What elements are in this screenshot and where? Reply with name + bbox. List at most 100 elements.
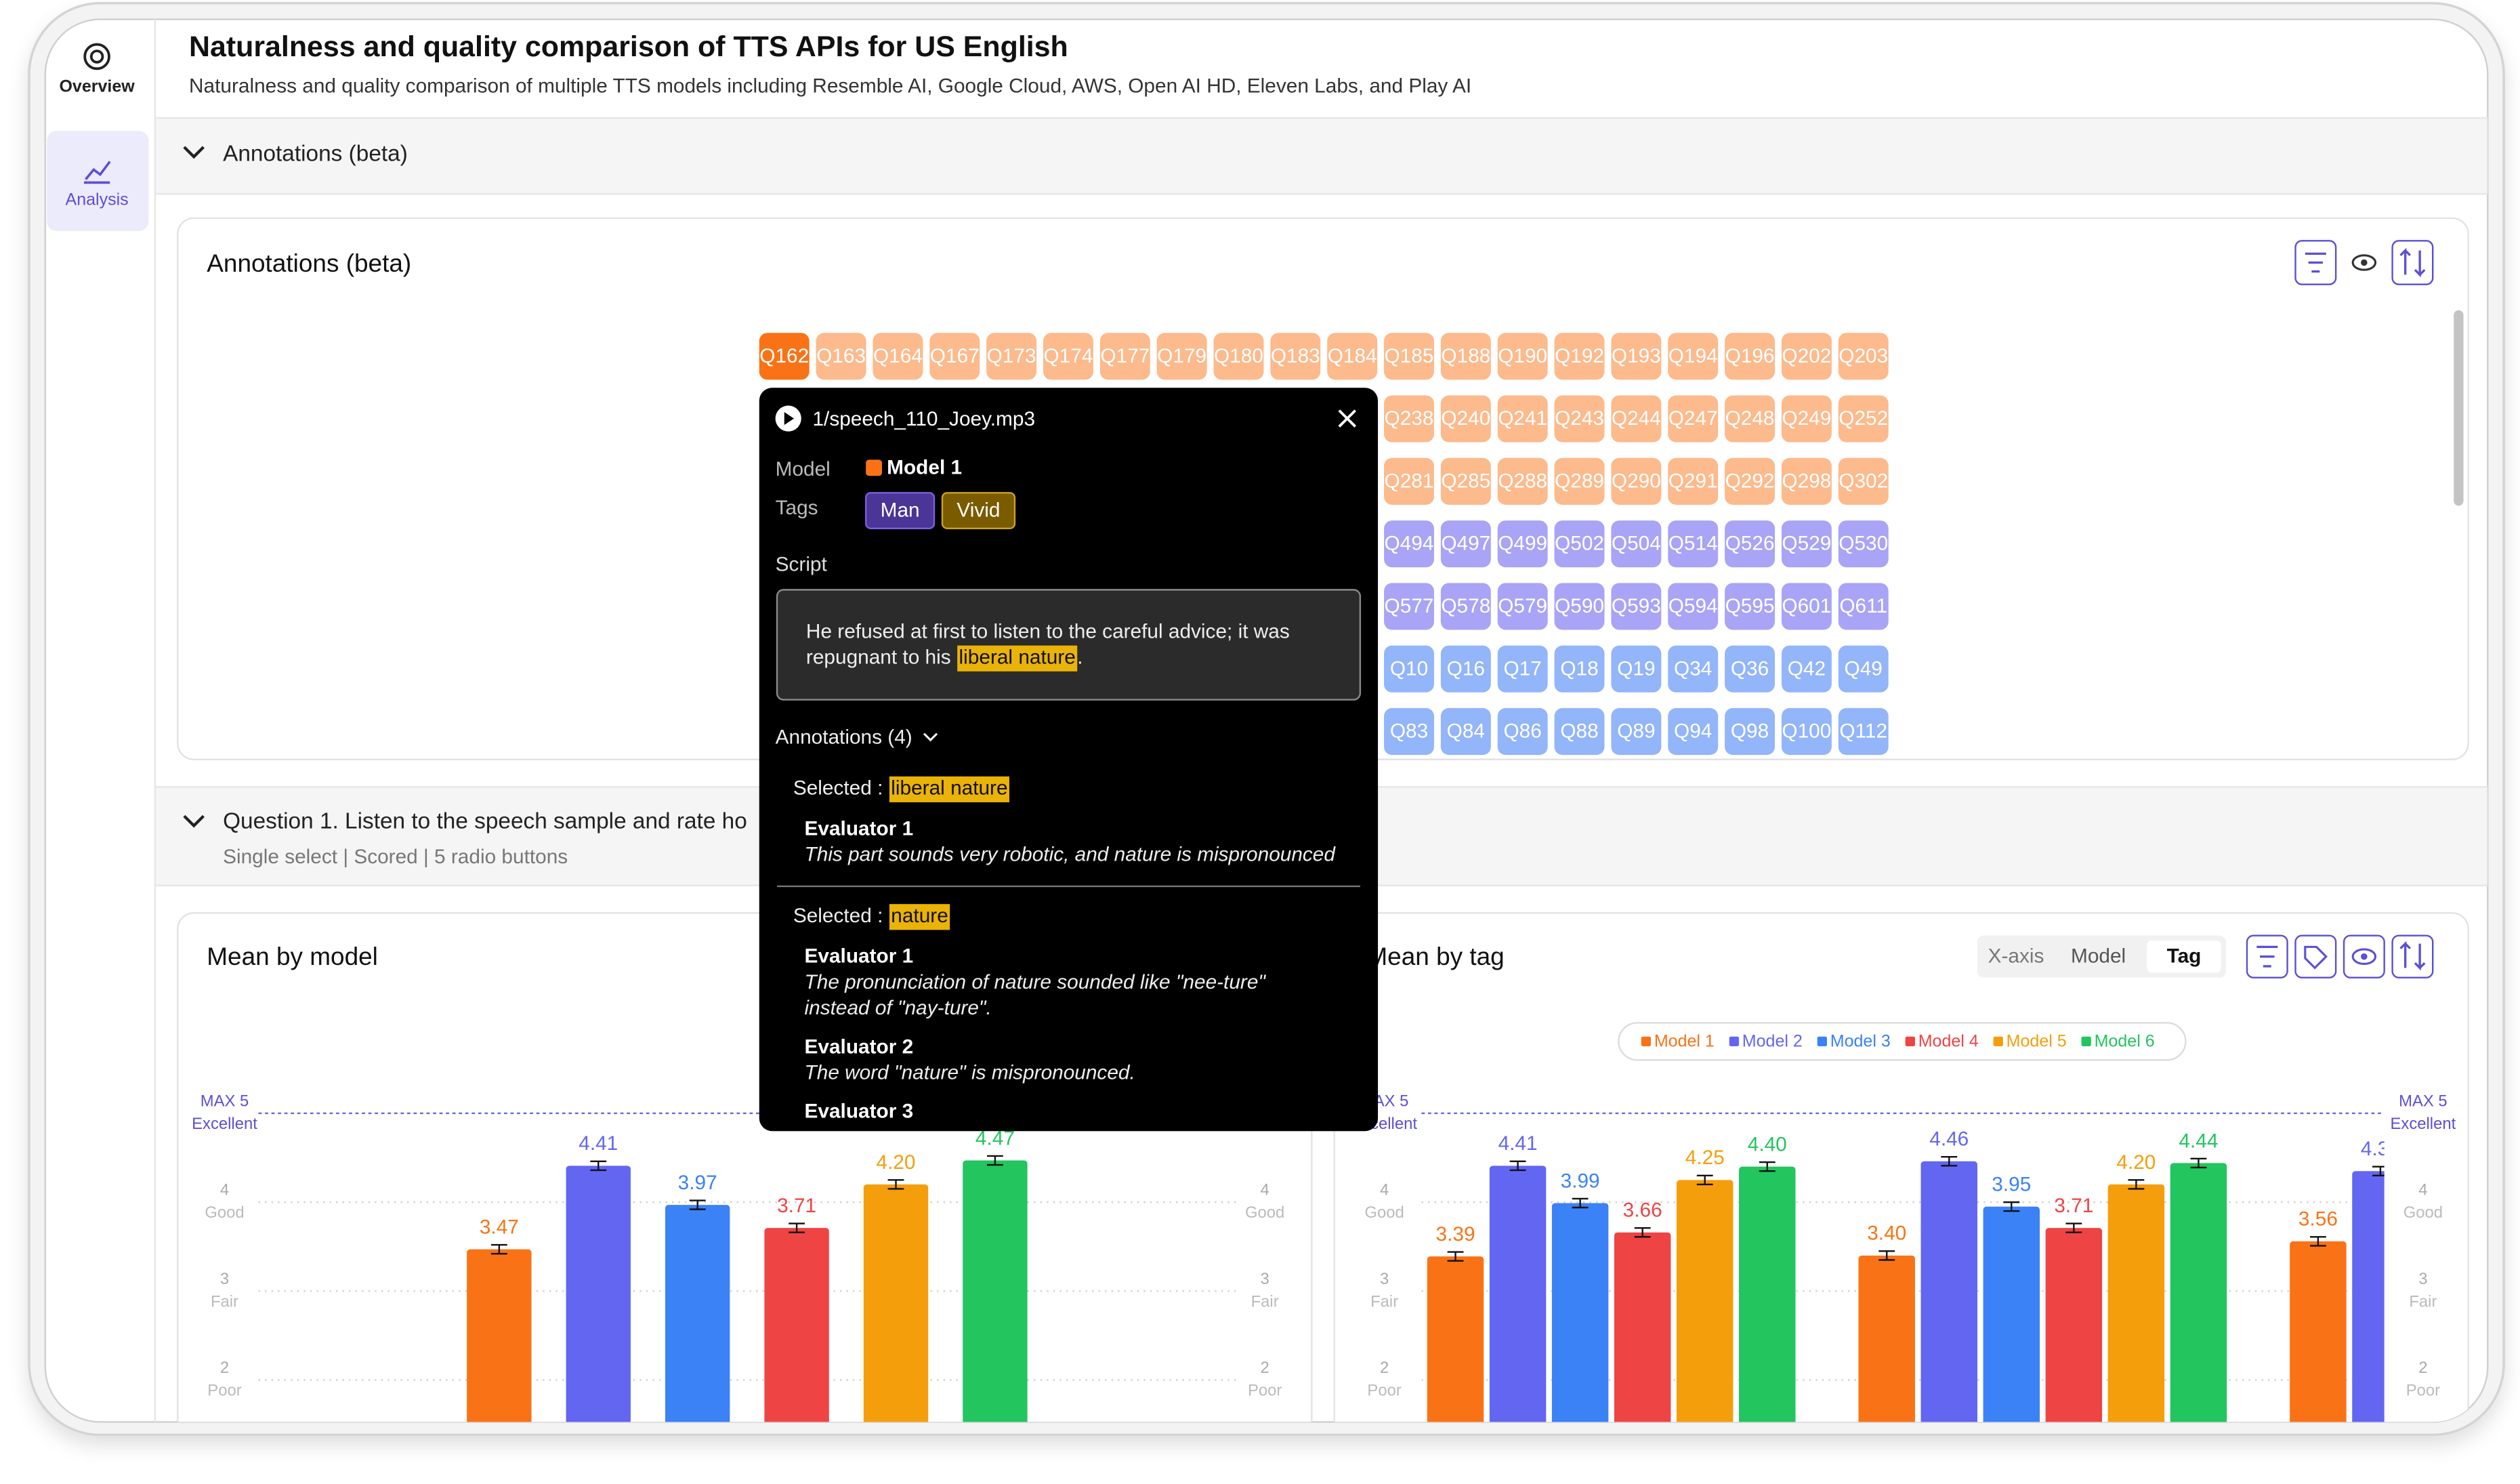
chart-tag-button[interactable] xyxy=(2294,934,2337,978)
annotations-title: Annotations (4) xyxy=(776,726,912,749)
chip[interactable] xyxy=(1497,707,1548,756)
chip[interactable] xyxy=(1384,457,1434,505)
chip[interactable] xyxy=(1611,520,1662,568)
chip[interactable] xyxy=(1099,333,1150,380)
chip[interactable] xyxy=(1838,645,1889,693)
chip[interactable] xyxy=(1554,645,1605,693)
chip[interactable] xyxy=(1213,333,1264,380)
view-button[interactable] xyxy=(2351,254,2377,271)
y-tick-label: 4 xyxy=(1261,1181,1269,1199)
chip[interactable] xyxy=(1497,333,1548,380)
chip[interactable] xyxy=(1384,395,1434,442)
scrollbar[interactable] xyxy=(2454,310,2464,506)
chip[interactable] xyxy=(759,333,810,380)
chip[interactable] xyxy=(1668,457,1719,505)
chip[interactable] xyxy=(1668,395,1719,442)
play-button[interactable] xyxy=(775,405,801,432)
chip[interactable] xyxy=(929,333,980,380)
chip[interactable] xyxy=(1327,333,1378,380)
chip[interactable] xyxy=(1554,395,1605,442)
nav-overview[interactable]: Overview xyxy=(59,43,135,96)
chip[interactable] xyxy=(1838,520,1889,568)
section-header[interactable] xyxy=(154,117,2488,195)
chip[interactable] xyxy=(1156,333,1207,380)
chip[interactable] xyxy=(1781,395,1832,442)
chip[interactable] xyxy=(1781,583,1832,630)
bar xyxy=(2107,1184,2165,1422)
chip[interactable] xyxy=(1725,520,1776,568)
filter-button[interactable] xyxy=(2294,240,2337,285)
chip[interactable] xyxy=(1611,707,1662,756)
chip[interactable] xyxy=(1384,707,1434,756)
evaluator: Evaluator 1 xyxy=(805,945,914,968)
chip[interactable] xyxy=(1668,520,1719,568)
chip[interactable] xyxy=(1497,583,1548,630)
chip[interactable] xyxy=(1554,520,1605,568)
chip[interactable] xyxy=(1270,333,1321,380)
chip[interactable] xyxy=(1440,457,1491,505)
chip[interactable] xyxy=(1781,645,1832,693)
chip[interactable] xyxy=(1838,333,1889,380)
comment: instead of "nay-ture". xyxy=(805,997,992,1019)
chip[interactable] xyxy=(1440,583,1491,630)
chip[interactable] xyxy=(1611,395,1662,442)
close-button[interactable] xyxy=(1338,409,1357,428)
chip[interactable] xyxy=(1611,583,1662,630)
chip[interactable] xyxy=(1725,707,1776,756)
chip[interactable] xyxy=(1043,333,1093,380)
chip[interactable] xyxy=(1384,333,1434,380)
chip[interactable] xyxy=(873,333,923,380)
chip[interactable] xyxy=(1440,645,1491,693)
value-label: 3.99 xyxy=(1561,1170,1600,1192)
chip[interactable] xyxy=(1838,457,1889,505)
chip-label: Q98 xyxy=(1731,720,1769,743)
chip[interactable] xyxy=(816,333,866,380)
chart-sort-button[interactable] xyxy=(2391,934,2434,978)
chip[interactable] xyxy=(1725,333,1776,380)
chip[interactable] xyxy=(1384,645,1434,693)
chip[interactable] xyxy=(1781,457,1832,505)
chevron[interactable] xyxy=(923,733,938,742)
chip[interactable] xyxy=(1440,707,1491,756)
chip[interactable] xyxy=(1781,333,1832,380)
chip[interactable] xyxy=(1725,457,1776,505)
chip[interactable] xyxy=(1725,395,1776,442)
chip[interactable] xyxy=(1838,395,1889,442)
chip[interactable] xyxy=(1440,520,1491,568)
chip[interactable] xyxy=(1497,520,1548,568)
chip[interactable] xyxy=(1611,333,1662,380)
chip[interactable] xyxy=(1554,333,1605,380)
chip[interactable] xyxy=(1781,520,1832,568)
chip[interactable] xyxy=(1554,707,1605,756)
chip[interactable] xyxy=(1725,645,1776,693)
chart-view-button[interactable] xyxy=(2343,934,2385,978)
chip[interactable] xyxy=(1668,707,1719,756)
chip[interactable] xyxy=(1725,583,1776,630)
chip[interactable] xyxy=(1554,583,1605,630)
chip[interactable] xyxy=(1781,707,1832,756)
chip[interactable] xyxy=(1838,707,1889,756)
error-bar xyxy=(590,1160,607,1172)
chip[interactable] xyxy=(1384,583,1434,630)
chip[interactable] xyxy=(1838,583,1889,630)
chip[interactable] xyxy=(1611,645,1662,693)
chip[interactable] xyxy=(1554,457,1605,505)
chart-filter-button[interactable] xyxy=(2246,934,2288,978)
value-label: 4.20 xyxy=(877,1151,916,1174)
nav-analysis[interactable]: Analysis xyxy=(47,131,149,231)
chip[interactable] xyxy=(1384,520,1434,568)
toggle-option[interactable]: Tag xyxy=(2167,945,2202,968)
chip[interactable] xyxy=(1440,395,1491,442)
chip[interactable] xyxy=(1440,333,1491,380)
toggle-option[interactable]: Model xyxy=(2071,945,2126,968)
chip-label: Q202 xyxy=(1782,345,1831,367)
chip[interactable] xyxy=(986,333,1037,380)
chip[interactable] xyxy=(1668,333,1719,380)
chip[interactable] xyxy=(1668,645,1719,693)
sort-button[interactable] xyxy=(2391,240,2434,285)
chip[interactable] xyxy=(1668,583,1719,630)
chip[interactable] xyxy=(1497,645,1548,693)
chip[interactable] xyxy=(1497,395,1548,442)
chip[interactable] xyxy=(1611,457,1662,505)
chip[interactable] xyxy=(1497,457,1548,505)
